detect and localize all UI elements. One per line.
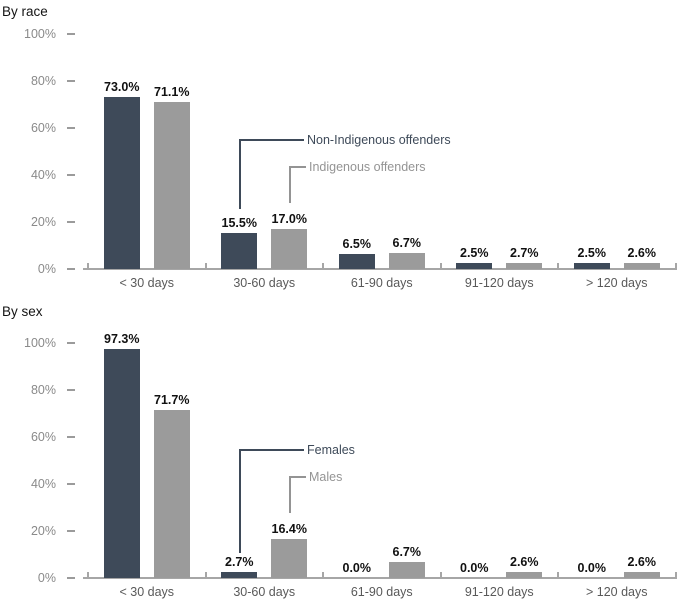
x-axis-tick bbox=[204, 572, 207, 577]
y-tick-label: 80% bbox=[30, 383, 56, 397]
y-tick-mark bbox=[67, 127, 75, 129]
bar-value-label: 17.0% bbox=[271, 212, 307, 227]
x-category-label: < 30 days bbox=[119, 585, 175, 599]
x-category-label: 91-120 days bbox=[464, 276, 534, 290]
legend-label-non-indigenous: Non-Indigenous offenders bbox=[307, 133, 451, 147]
x-axis-tick bbox=[674, 263, 677, 268]
bar-value-label: 6.5% bbox=[342, 236, 372, 251]
bar bbox=[506, 262, 543, 269]
y-tick-label: 40% bbox=[30, 168, 56, 182]
bar-value-label: 2.5% bbox=[460, 246, 489, 261]
bar-value-label: 0.0% bbox=[460, 561, 489, 575]
y-tick-label: 20% bbox=[30, 215, 56, 229]
x-axis-tick bbox=[87, 572, 89, 577]
bar-value-label: 2.6% bbox=[510, 554, 539, 569]
x-category-label: 91-120 days bbox=[464, 585, 534, 599]
x-axis-tick bbox=[674, 572, 677, 577]
x-axis-tick bbox=[439, 572, 442, 577]
bar-value-label: 6.7% bbox=[392, 236, 422, 251]
bar bbox=[103, 349, 140, 578]
bar bbox=[623, 262, 660, 269]
y-tick-label: 40% bbox=[30, 477, 56, 491]
y-tick-mark bbox=[67, 80, 75, 82]
y-tick-label: 80% bbox=[30, 74, 56, 88]
legend-label-indigenous: Indigenous offenders bbox=[309, 160, 426, 174]
bar-value-label: 0.0% bbox=[577, 561, 607, 575]
y-tick-label: 100% bbox=[24, 336, 56, 350]
bar-value-label: 71.1% bbox=[154, 84, 190, 99]
x-category-label: 61-90 days bbox=[350, 585, 413, 599]
y-tick-label: 60% bbox=[30, 430, 56, 444]
x-category-label: 30-60 days bbox=[233, 585, 296, 599]
callout-line-males bbox=[289, 476, 306, 513]
bar-value-label: 2.6% bbox=[627, 554, 657, 569]
x-axis-tick bbox=[322, 572, 324, 577]
callout-line-females bbox=[239, 449, 304, 553]
y-tick-mark bbox=[67, 342, 75, 344]
bar-value-label: 2.7% bbox=[225, 554, 254, 569]
y-tick-label: 60% bbox=[30, 121, 56, 135]
callout-line-indigenous bbox=[289, 166, 306, 203]
bar-value-label: 73.0% bbox=[104, 80, 140, 95]
callout-line-non-indigenous bbox=[239, 139, 304, 209]
y-tick-mark bbox=[67, 436, 75, 438]
x-axis-line bbox=[83, 268, 677, 270]
x-axis-tick bbox=[557, 572, 559, 577]
y-tick-mark bbox=[67, 33, 75, 35]
x-axis-tick bbox=[557, 263, 559, 268]
y-tick-mark bbox=[67, 174, 75, 176]
chart-title-by-sex: By sex bbox=[2, 304, 43, 319]
bar bbox=[221, 232, 258, 269]
bar-value-label: 97.3% bbox=[104, 332, 140, 347]
x-category-label: > 120 days bbox=[585, 585, 648, 599]
bar bbox=[271, 539, 308, 578]
bar-value-label: 71.7% bbox=[154, 392, 190, 407]
y-tick-mark bbox=[67, 268, 75, 270]
y-tick-label: 100% bbox=[24, 27, 56, 41]
bar bbox=[456, 263, 493, 269]
bar-value-label: 2.5% bbox=[577, 246, 607, 261]
x-category-label: < 30 days bbox=[119, 276, 175, 290]
bar-value-label: 0.0% bbox=[342, 561, 372, 575]
y-tick-mark bbox=[67, 530, 75, 532]
x-axis-line bbox=[83, 577, 677, 579]
y-tick-mark bbox=[67, 577, 75, 579]
bar-value-label: 2.7% bbox=[510, 245, 539, 260]
y-tick-label: 0% bbox=[37, 571, 56, 585]
x-axis-tick bbox=[322, 263, 324, 268]
bar bbox=[153, 101, 190, 269]
chart-by-race: By race Non-Indigenous offenders Indigen… bbox=[0, 0, 700, 300]
x-category-label: 61-90 days bbox=[350, 276, 413, 290]
y-tick-label: 20% bbox=[30, 524, 56, 538]
bar bbox=[338, 253, 375, 269]
bar bbox=[388, 253, 425, 269]
chart-by-sex: By sex Females Males 0% 20% 40% 60% 80% 100% 9… bbox=[0, 300, 700, 605]
y-tick-mark bbox=[67, 483, 75, 485]
x-axis-tick bbox=[87, 263, 89, 268]
y-tick-mark bbox=[67, 221, 75, 223]
bar bbox=[271, 229, 308, 269]
bar-value-label: 6.7% bbox=[392, 545, 422, 560]
y-tick-label: 0% bbox=[37, 262, 56, 276]
bar bbox=[103, 97, 140, 269]
chart-title-by-race: By race bbox=[2, 4, 48, 19]
legend-label-males: Males bbox=[309, 470, 343, 484]
x-axis-tick bbox=[204, 263, 207, 268]
x-category-label: 30-60 days bbox=[233, 276, 296, 290]
bar bbox=[573, 263, 610, 269]
bar-value-label: 16.4% bbox=[271, 522, 307, 537]
bar bbox=[506, 571, 543, 578]
bar bbox=[153, 409, 190, 578]
x-axis-tick bbox=[439, 263, 442, 268]
y-tick-mark bbox=[67, 389, 75, 391]
x-category-label: > 120 days bbox=[585, 276, 648, 290]
bar-value-label: 2.6% bbox=[627, 245, 657, 260]
bar-value-label: 15.5% bbox=[221, 215, 257, 230]
bar bbox=[388, 562, 425, 578]
legend-label-females: Females bbox=[307, 443, 355, 457]
bar bbox=[221, 571, 258, 578]
bar bbox=[623, 571, 660, 578]
